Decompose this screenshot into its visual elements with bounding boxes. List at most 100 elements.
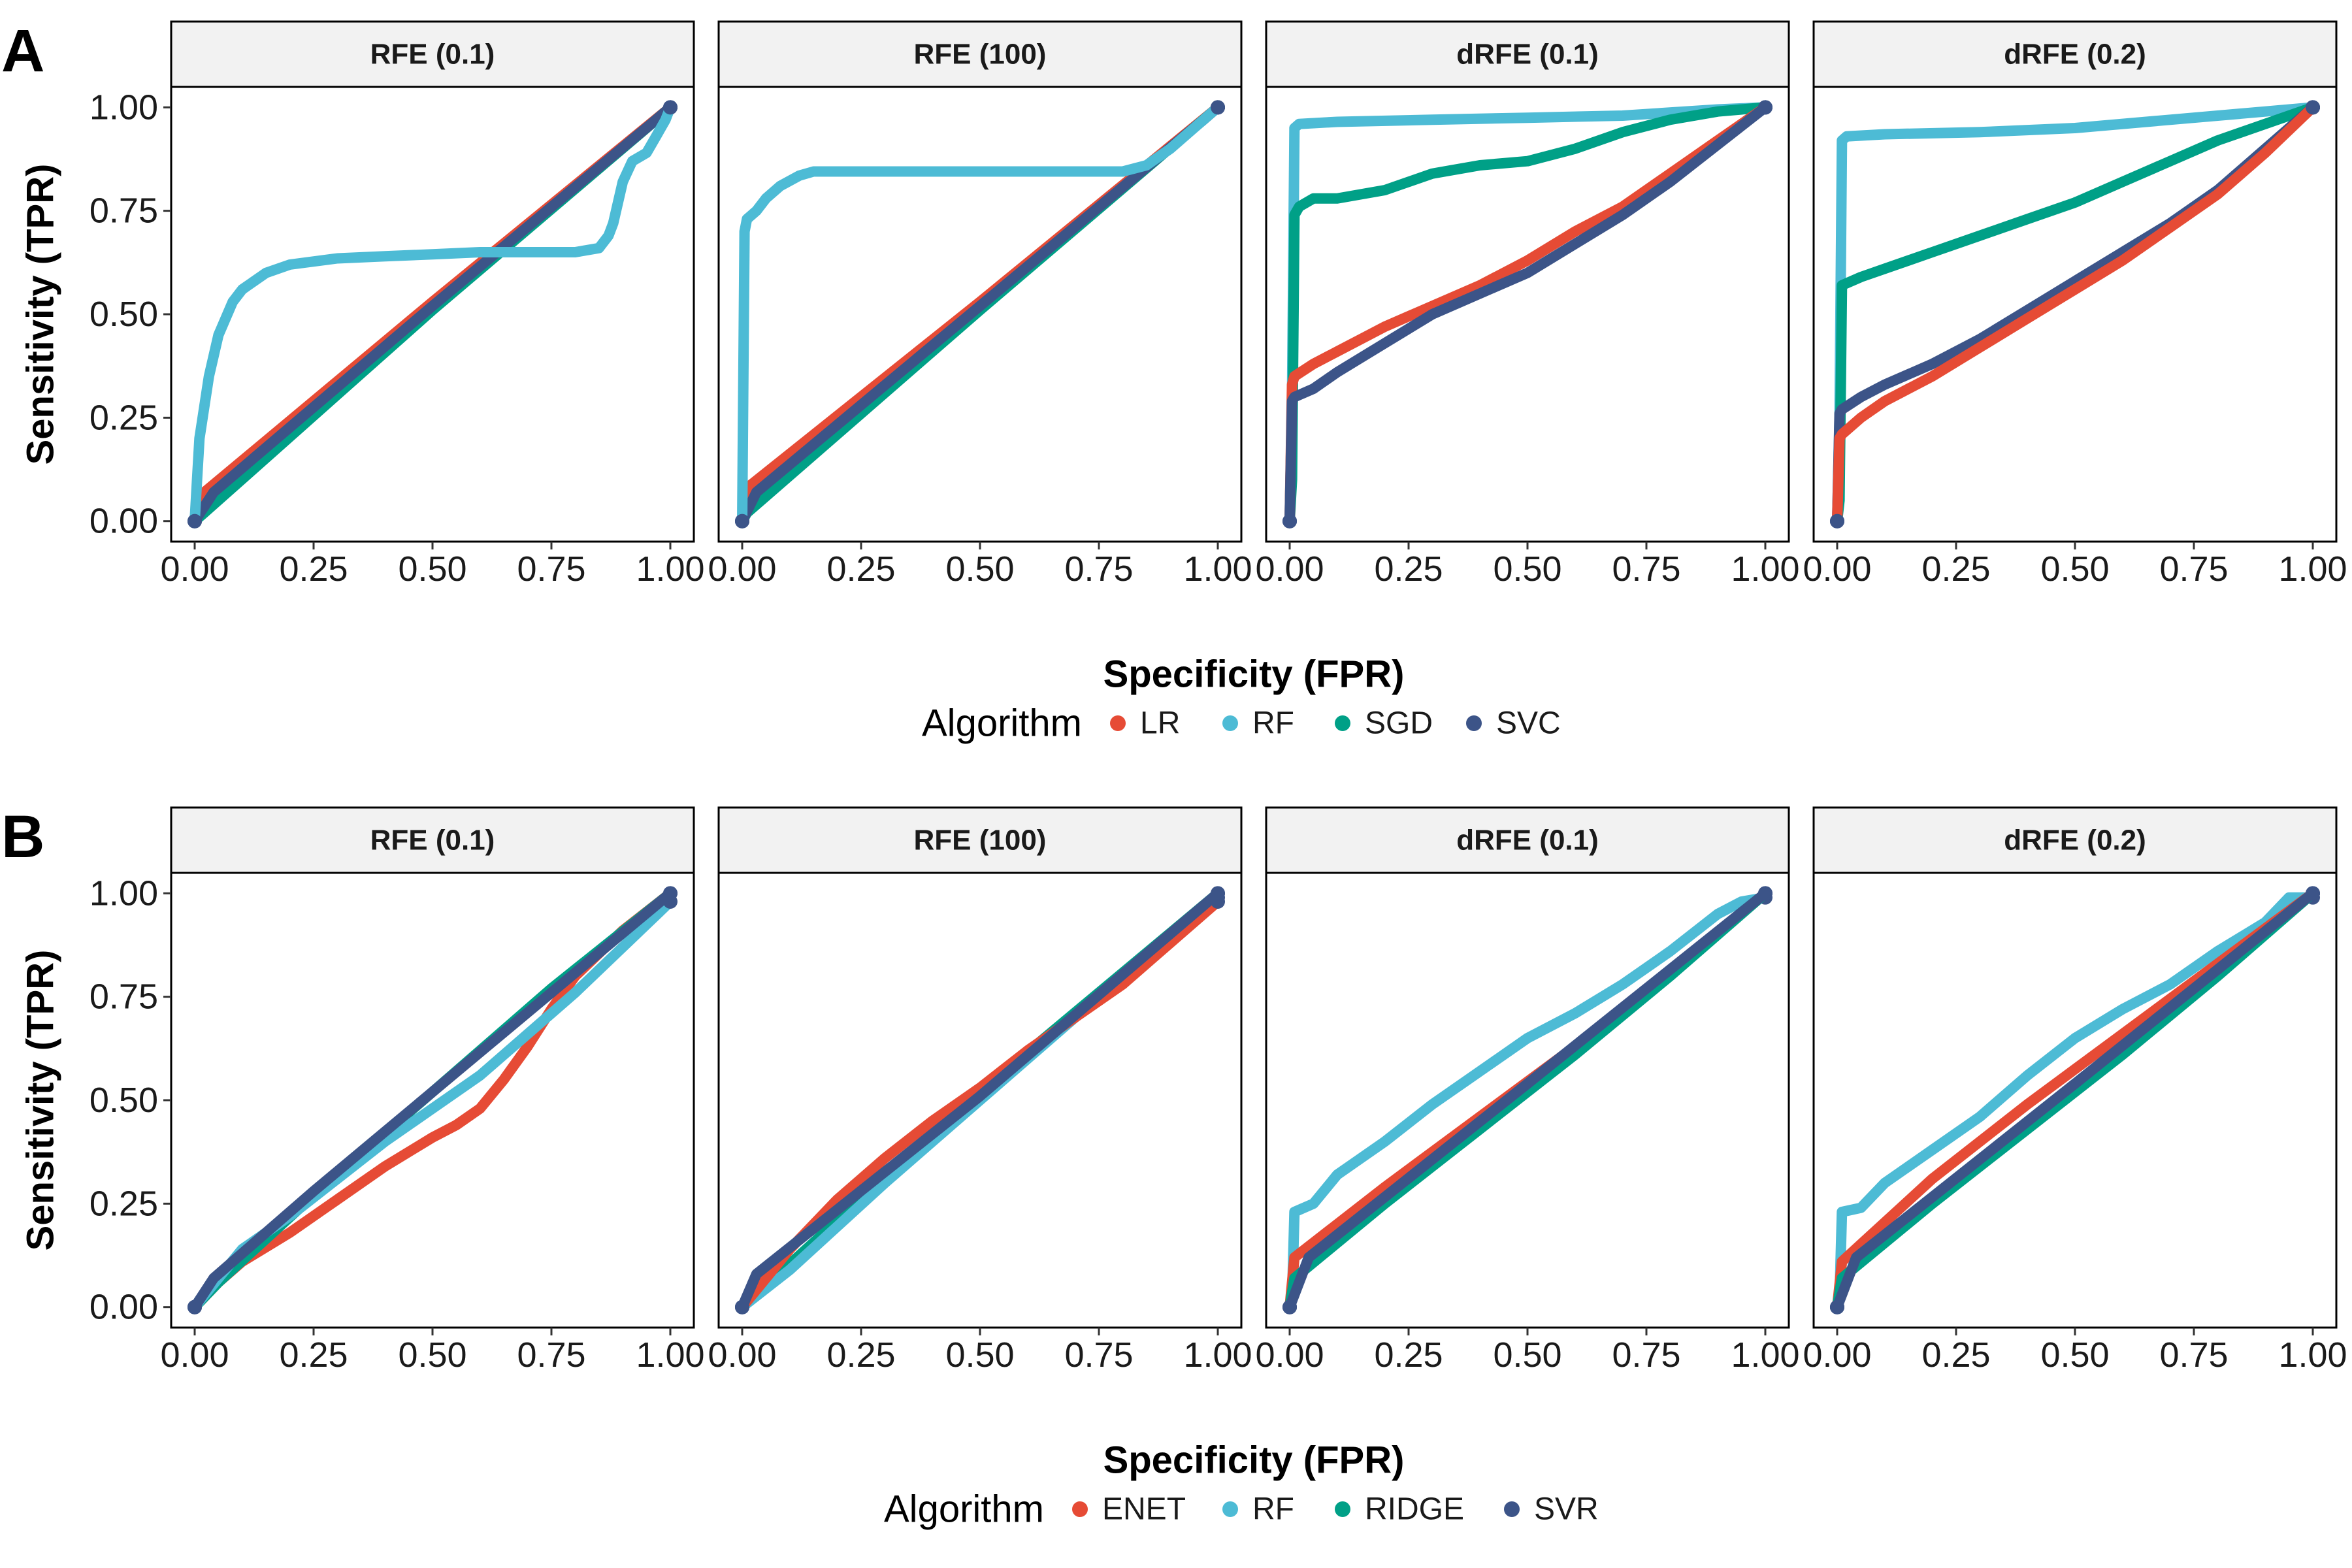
facet-title: dRFE (0.1) — [1456, 39, 1599, 71]
legend-label: SVR — [1534, 1492, 1599, 1527]
series-layer — [735, 886, 1225, 1315]
series-layer — [188, 100, 678, 529]
legend-label: RIDGE — [1365, 1492, 1464, 1527]
x-tick-label: 0.50 — [398, 549, 466, 589]
facet-title: RFE (0.1) — [370, 39, 495, 71]
x-tick-label: 0.50 — [945, 1335, 1014, 1375]
facet-strip — [170, 806, 695, 874]
facet-strip — [170, 20, 695, 88]
x-tick-label: 0.00 — [160, 549, 229, 589]
legend-title: Algorithm — [922, 702, 1082, 745]
x-tick-label: 0.75 — [1612, 1335, 1680, 1375]
x-tick-label: 0.00 — [160, 1335, 229, 1375]
legend-item-svr: SVR — [1504, 1492, 1599, 1527]
series-layer — [188, 886, 678, 1315]
x-tick-label: 1.00 — [636, 549, 704, 589]
series-layer — [735, 100, 1225, 529]
series-line-svr — [737, 888, 1223, 1313]
x-tick-label: 0.50 — [1493, 549, 1561, 589]
series-line-rf — [189, 102, 676, 527]
legend-item-sgd: SGD — [1335, 706, 1433, 741]
x-tick-label: 0.25 — [279, 549, 348, 589]
x-tick-label: 1.00 — [636, 1335, 704, 1375]
x-tick-label: 0.00 — [1803, 1335, 1871, 1375]
series-point-rf-start — [735, 514, 749, 529]
facet-title: dRFE (0.1) — [1456, 825, 1599, 857]
series-point-svr-end — [1758, 886, 1772, 901]
facet-rfe-100: RFE (100) 0.00 0.25 0.50 0.75 1.00 — [708, 806, 1252, 1375]
panel-b: B RFE (0.1)0.00 0.25 0.50 0.75 1.000.000.250.… — [1, 804, 2347, 1531]
y-tick-label: 1.00 — [90, 874, 158, 913]
x-tick-label: 1.00 — [1731, 1335, 1799, 1375]
series-line-svr — [1284, 888, 1771, 1313]
x-tick-label: 1.00 — [2278, 549, 2347, 589]
x-tick-label: 1.00 — [1183, 1335, 1252, 1375]
facet-rfe-0-1: RFE (0.1) 0.00 0.25 0.50 0.75 1.00 0.00 0.25 0.5… — [90, 806, 705, 1375]
x-tick-label: 0.25 — [1374, 1335, 1443, 1375]
x-tick-label: 0.75 — [2159, 549, 2228, 589]
legend-item-ridge: RIDGE — [1335, 1492, 1464, 1527]
series-line-svr — [189, 888, 676, 1313]
y-tick-label: 1.00 — [90, 88, 158, 127]
series-line-lr — [1832, 102, 2318, 527]
facet-rfe-0-1: RFE (0.1) 0.00 0.25 0.50 0.75 1.00 0.00 0.25 0.5… — [90, 20, 705, 589]
legend-key-rf — [1222, 715, 1238, 731]
x-tick-label: 0.50 — [2040, 549, 2109, 589]
facet-drfe-0-2: dRFE (0.2) 0.00 0.25 0.50 0.75 1.00 — [1803, 806, 2347, 1375]
panel-letter: B — [1, 804, 44, 870]
x-tick-label: 0.50 — [1493, 1335, 1561, 1375]
series-line-svc — [1284, 102, 1771, 527]
series-point-lr-end — [2306, 100, 2320, 115]
series-point-svc-end — [1758, 100, 1772, 115]
series-line-rf — [1832, 102, 2318, 527]
x-tick-label: 0.00 — [1803, 549, 1871, 589]
series-line-svc — [189, 102, 676, 527]
facet-title: RFE (100) — [914, 825, 1047, 857]
x-tick-label: 0.25 — [279, 1335, 348, 1375]
legend-key-lr — [1110, 715, 1126, 731]
series-line-rf — [1832, 892, 2318, 1313]
x-tick-label: 0.50 — [398, 1335, 466, 1375]
facet-strip — [717, 20, 1243, 88]
y-tick-label: 0.25 — [90, 398, 158, 437]
series-line-rf — [1284, 892, 1771, 1313]
legend-label: RF — [1252, 706, 1294, 741]
x-tick-label: 0.50 — [945, 549, 1014, 589]
y-axis-title: Sensitivity (TPR) — [20, 950, 62, 1251]
x-tick-label: 0.00 — [1255, 1335, 1324, 1375]
y-tick-label: 0.25 — [90, 1184, 158, 1223]
facet-drfe-0-1: dRFE (0.1) 0.00 0.25 0.50 0.75 1.00 — [1255, 20, 1800, 589]
legend-label: ENET — [1102, 1492, 1186, 1527]
series-point-rf-start — [188, 514, 202, 529]
facet-drfe-0-1: dRFE (0.1) 0.00 0.25 0.50 0.75 1.00 — [1255, 806, 1800, 1375]
series-line-rf — [737, 102, 1223, 527]
legend: Algorithm ENET RF RIDGE SVR — [884, 1488, 1599, 1531]
y-tick-label: 0.75 — [90, 977, 158, 1017]
y-tick-label: 0.00 — [90, 1288, 158, 1327]
x-tick-label: 0.75 — [1064, 549, 1133, 589]
legend-key-svc — [1466, 715, 1482, 731]
series-line-sgd — [1832, 102, 2318, 527]
x-tick-label: 1.00 — [2278, 1335, 2347, 1375]
series-point-svr-end — [1211, 886, 1225, 901]
facet-title: RFE (100) — [914, 39, 1047, 71]
legend-key-rf — [1222, 1501, 1238, 1517]
legend-key-enet — [1072, 1501, 1088, 1517]
x-tick-label: 0.50 — [2040, 1335, 2109, 1375]
series-layer — [1282, 886, 1772, 1315]
series-layer — [1282, 100, 1772, 529]
legend-item-rf: RF — [1222, 706, 1294, 741]
series-point-rf-end — [663, 100, 678, 115]
facet-rfe-100: RFE (100) 0.00 0.25 0.50 0.75 1.00 — [708, 20, 1252, 589]
facet-strip — [1265, 806, 1790, 874]
facet-title: dRFE (0.2) — [2004, 39, 2146, 71]
x-tick-label: 0.00 — [708, 1335, 776, 1375]
series-point-svr-start — [1282, 1299, 1297, 1315]
y-tick-label: 0.50 — [90, 1081, 158, 1120]
legend-item-rf: RF — [1222, 1492, 1294, 1527]
legend-item-lr: LR — [1110, 706, 1180, 741]
y-axis-title: Sensitivity (TPR) — [20, 164, 62, 465]
facet-drfe-0-2: dRFE (0.2) 0.00 0.25 0.50 0.75 1.00 — [1803, 20, 2347, 589]
series-layer — [1830, 100, 2320, 529]
